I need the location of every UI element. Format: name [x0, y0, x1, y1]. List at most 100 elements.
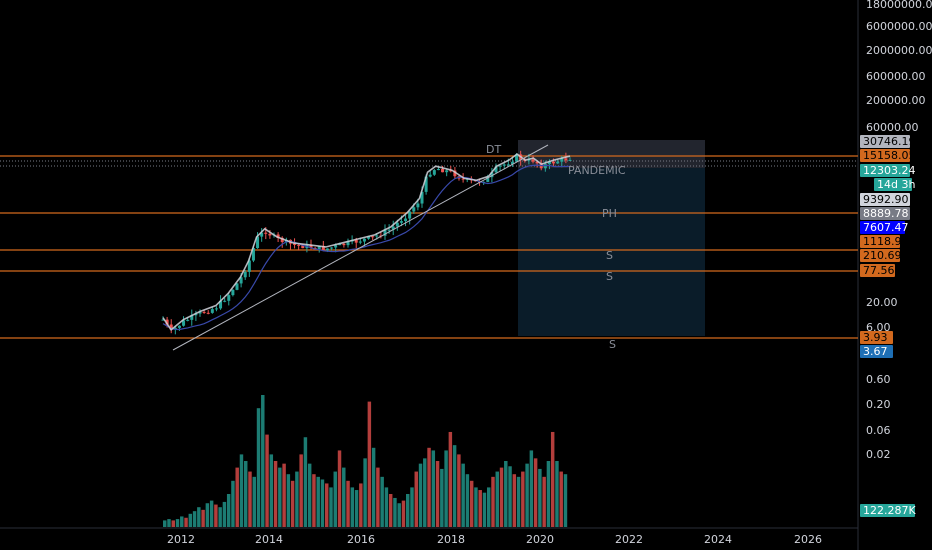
candle-body: [251, 248, 255, 261]
volume-bar: [469, 480, 474, 527]
price-tick-label: 60000.00: [866, 121, 919, 134]
candle-body: [387, 229, 391, 231]
price-badge-label: 210.69: [863, 249, 902, 262]
candle-body: [527, 159, 531, 161]
price-badge-bg: [860, 135, 910, 148]
time-tick-label: 2012: [167, 533, 195, 546]
volume-bar: [167, 519, 171, 527]
volume-bar: [201, 509, 205, 527]
candle-body: [173, 327, 177, 330]
volume-bar: [278, 467, 282, 527]
volume-bar: [461, 463, 465, 527]
volume-bar: [563, 474, 568, 527]
candle-body: [408, 211, 412, 219]
volume-bar: [427, 447, 431, 527]
volume-bar: [371, 447, 376, 527]
price-badge: 77.56: [860, 264, 895, 277]
price-badge-label: 8889.78: [863, 207, 909, 220]
candle-body: [231, 289, 235, 296]
price-badge-label: 7607.47: [863, 221, 909, 234]
candle-body: [560, 158, 564, 162]
candle-body: [445, 170, 449, 173]
volume-bar: [180, 516, 184, 527]
time-tick-label: 2022: [615, 533, 643, 546]
candle-body: [461, 178, 465, 180]
price-badge-label: 3.93: [863, 331, 888, 344]
candle-body: [280, 237, 284, 243]
volume-bar: [316, 476, 320, 527]
volume-bar: [244, 461, 248, 527]
candle-body: [383, 229, 387, 236]
volume-bar: [312, 474, 316, 527]
candle-body: [515, 154, 519, 162]
candle-body: [190, 315, 194, 320]
candle-body: [412, 207, 416, 212]
candle-body: [543, 164, 547, 169]
volume-bar: [320, 479, 325, 527]
candle-body: [182, 320, 186, 326]
volume-bar: [235, 467, 239, 527]
volume-bar: [256, 408, 261, 527]
price-badge-bg: [860, 235, 900, 248]
volume-bar: [286, 474, 291, 527]
volume-bar: [414, 471, 418, 527]
volume-bar: [559, 471, 563, 527]
volume-bar: [273, 461, 278, 527]
candle-body: [449, 170, 453, 172]
candle-body: [371, 236, 375, 238]
volume-bar: [350, 487, 355, 527]
time-tick-label: 2020: [526, 533, 554, 546]
volume-bar: [188, 513, 193, 527]
volume-bar: [367, 401, 372, 527]
candle-body: [535, 161, 539, 164]
candle-body: [375, 235, 379, 237]
volume-bar: [380, 476, 384, 527]
volume-bar: [388, 494, 393, 527]
price-badge: 14d 3h: [874, 178, 915, 191]
price-badge-bg: [860, 331, 893, 344]
candle-body: [260, 232, 264, 237]
candle-body: [556, 161, 560, 164]
candle-body: [198, 311, 202, 314]
candle-body: [490, 172, 494, 178]
candle-body: [404, 218, 408, 222]
volume-bar: [175, 519, 180, 527]
candle-body: [346, 241, 350, 246]
volume-bar: [504, 461, 508, 527]
volume-bar: [533, 458, 538, 527]
candle-body: [510, 161, 514, 165]
volume-bar: [363, 458, 367, 527]
candle-body: [362, 238, 366, 242]
volume-bar: [325, 483, 329, 527]
price-badge-label: 15158.05: [863, 149, 916, 162]
price-badge-bg: [860, 164, 910, 177]
price-badge: 3.93: [860, 331, 893, 344]
candle-body: [227, 295, 231, 301]
volume-bar: [495, 471, 499, 527]
chart-annotation: S: [606, 249, 613, 262]
volume-bar: [329, 487, 333, 527]
price-badge-label: 1118.99: [863, 235, 909, 248]
price-tick-label: 6.00: [866, 321, 891, 334]
candle-body: [297, 244, 301, 246]
price-tick-label: 0.60: [866, 373, 891, 386]
candle-body: [432, 170, 436, 175]
candles-group: [161, 150, 572, 335]
candle-body: [334, 245, 338, 248]
candle-body: [391, 226, 395, 230]
volume-bar: [431, 450, 436, 527]
volume-bar: [269, 454, 274, 527]
candle-body: [317, 246, 321, 250]
price-badge: 1118.99: [860, 235, 909, 248]
volume-bar: [205, 503, 210, 527]
candle-body: [420, 191, 424, 204]
volume-bar: [192, 511, 197, 527]
price-badge-bg: [860, 249, 900, 262]
candle-body: [330, 247, 334, 249]
volume-bar: [265, 434, 269, 527]
volume-bar: [482, 492, 487, 527]
volume-group: [163, 395, 568, 527]
volume-bar: [444, 450, 448, 527]
candle-body: [214, 308, 218, 310]
volume-bar: [423, 458, 427, 527]
